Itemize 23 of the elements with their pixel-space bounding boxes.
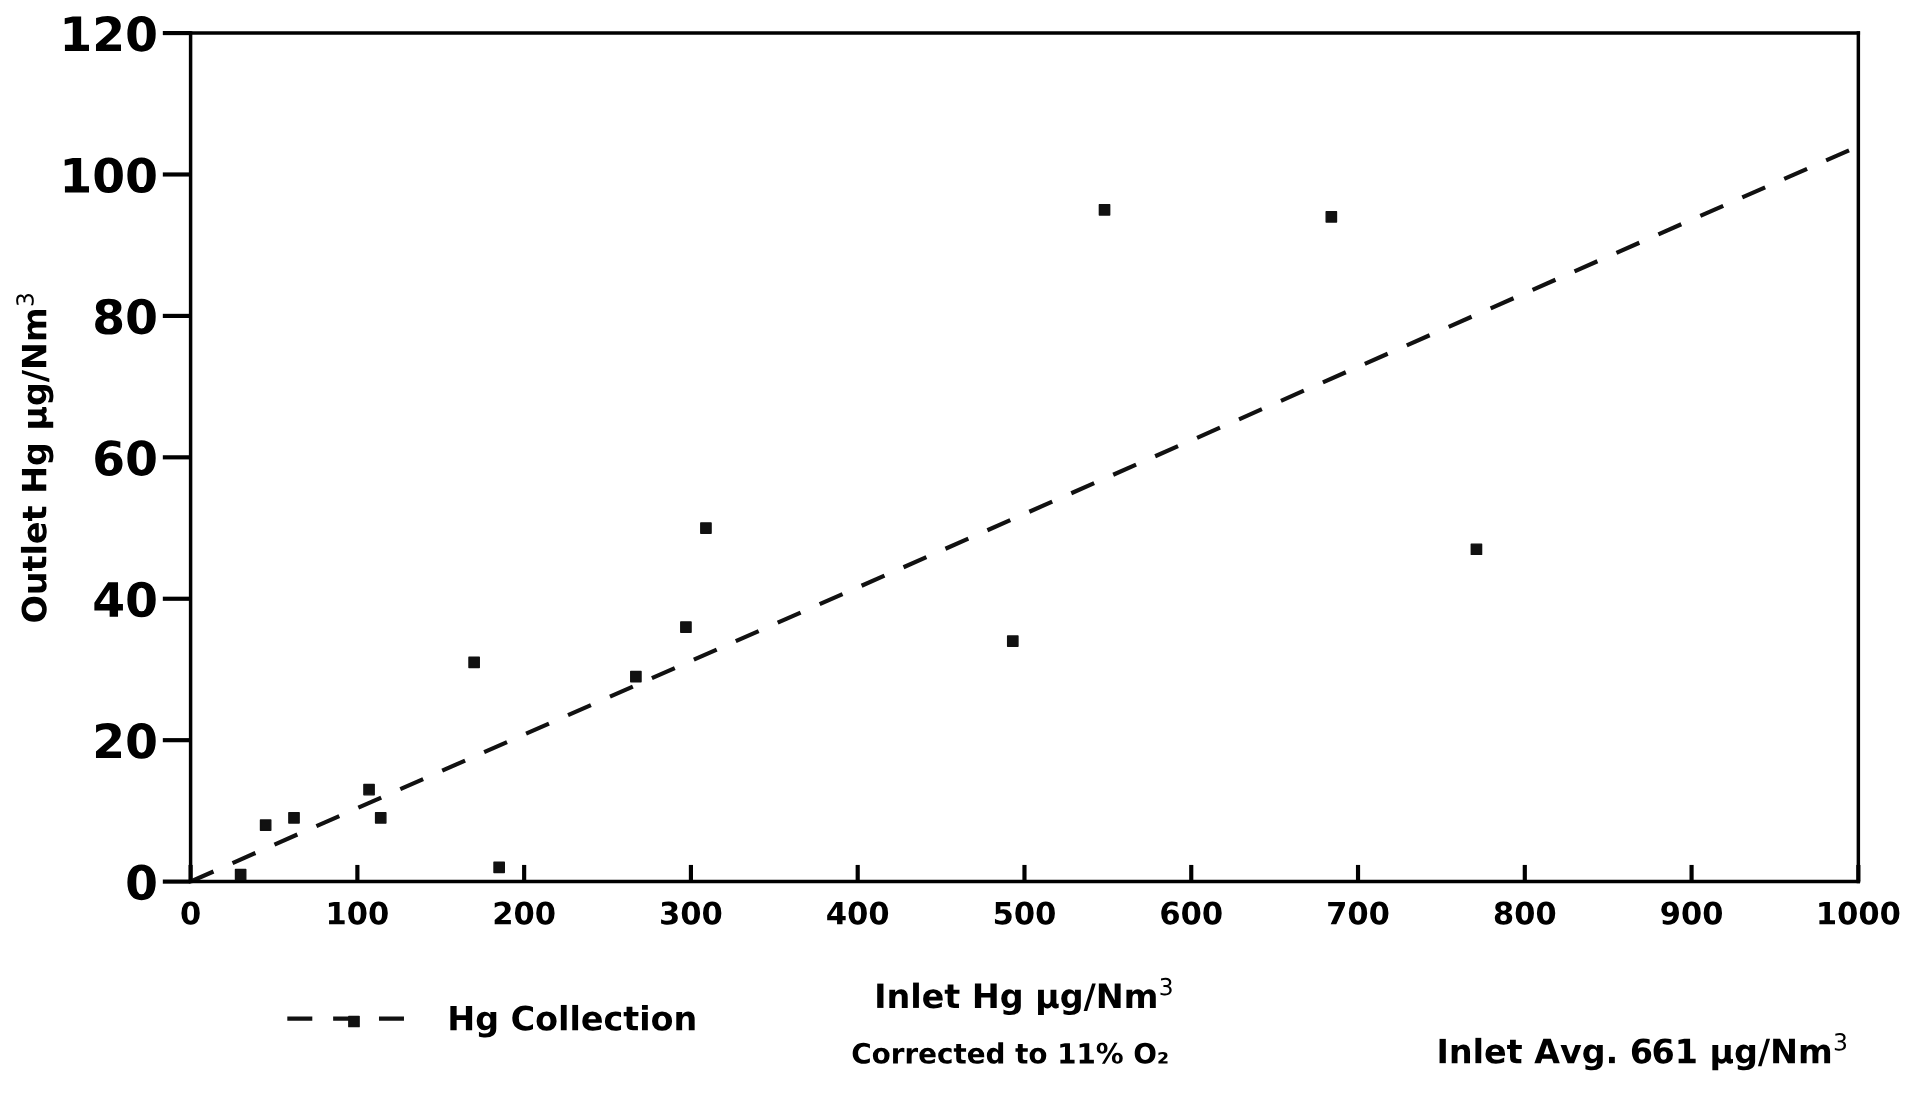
y-tick-label: 20: [95, 723, 156, 759]
x-tick-label: 900: [1661, 901, 1723, 925]
y-tick-label: 0: [127, 864, 156, 901]
y-tick-label: 80: [95, 298, 156, 335]
y-tick-label: 40: [94, 581, 156, 618]
text: Inlet Avg. 661 μg/Nm$^{3}$: [1439, 1033, 1847, 1071]
y-axis-title: Outlet Hg μg/Nm$^{3}$: [16, 294, 54, 622]
x-tick-label: 500: [994, 901, 1055, 925]
y-tick-label: 100: [64, 157, 156, 194]
x-tick-label: 100: [328, 901, 388, 925]
x-tick-label: 800: [1494, 901, 1556, 925]
y-tick-label: 60: [95, 440, 156, 476]
x-tick-label: 600: [1161, 901, 1222, 925]
text: Corrected to 11% O₂: [852, 1042, 1168, 1064]
x-tick-label: 0: [181, 901, 200, 925]
x-axis-title: Inlet Hg μg/Nm$^{3}$: [877, 977, 1172, 1016]
x-tick-label: 400: [827, 901, 889, 925]
x-tick-label: 700: [1328, 901, 1389, 925]
x-tick-label: 300: [661, 901, 722, 925]
y-tick-label: 120: [64, 15, 156, 52]
legend-label: Hg Collection: [450, 1004, 695, 1038]
x-tick-label: 200: [494, 901, 555, 925]
x-tick-label: 1000: [1819, 901, 1900, 925]
